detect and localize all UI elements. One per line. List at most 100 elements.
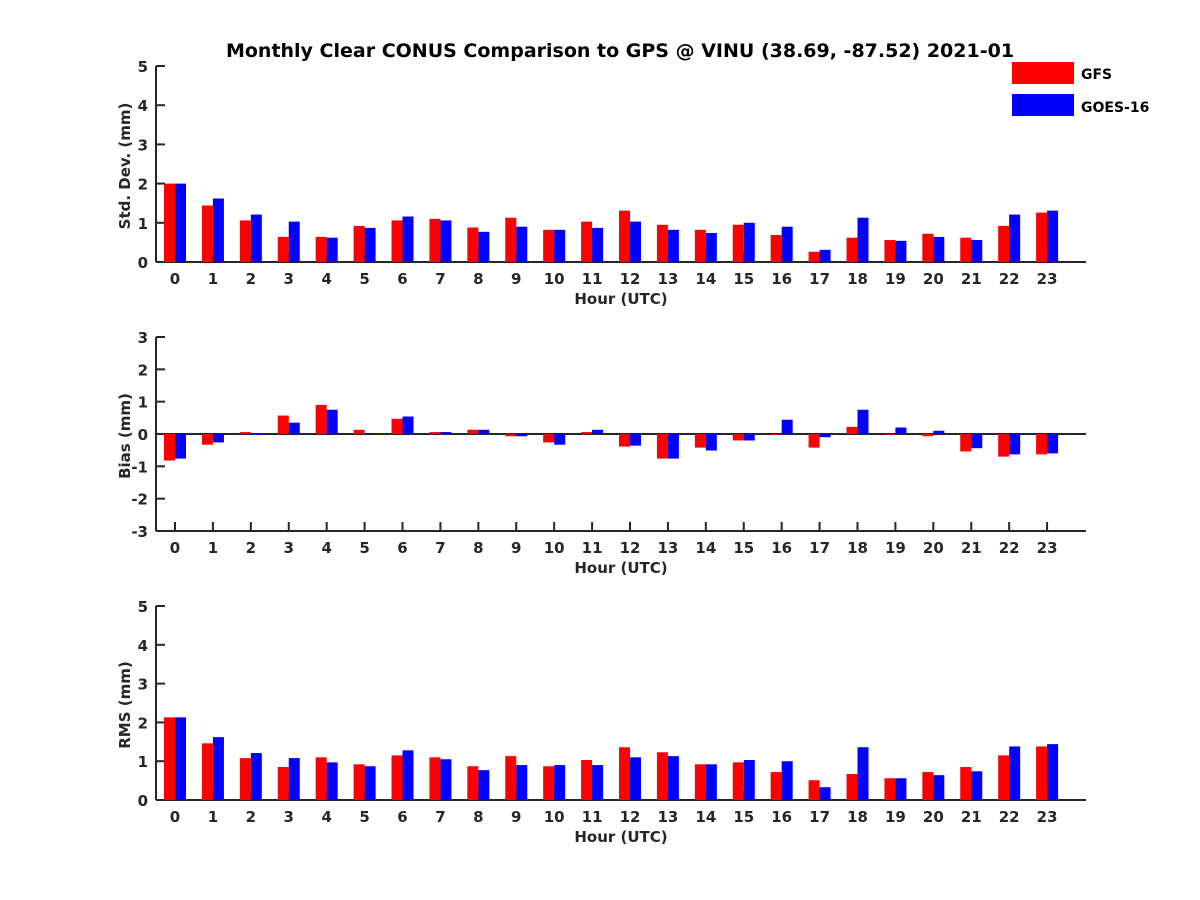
bar-goes16-hour-9 xyxy=(516,765,528,800)
x-tick-label: 6 xyxy=(397,808,407,826)
y-tick-label: 1 xyxy=(138,215,148,233)
bar-gfs-hour-23 xyxy=(1036,746,1048,800)
x-tick-label: 22 xyxy=(999,539,1020,557)
bar-goes16-hour-5 xyxy=(364,766,376,800)
x-tick-label: 8 xyxy=(473,808,483,826)
x-tick-label: 19 xyxy=(885,270,906,288)
y-tick-label: -1 xyxy=(131,458,148,476)
x-tick-label: 7 xyxy=(435,270,445,288)
y-tick-label: 1 xyxy=(138,753,148,771)
bar-gfs-hour-1 xyxy=(201,205,213,262)
bar-gfs-hour-16 xyxy=(770,234,782,262)
bar-goes16-hour-5 xyxy=(364,227,376,262)
x-tick-label: 13 xyxy=(657,270,678,288)
bar-goes16-hour-17 xyxy=(819,787,831,800)
bar-gfs-hour-12 xyxy=(619,210,630,262)
bar-goes16-hour-7 xyxy=(440,759,452,800)
x-tick-label: 23 xyxy=(1037,808,1058,826)
bar-gfs-hour-9 xyxy=(505,434,517,437)
x-tick-label: 5 xyxy=(359,808,369,826)
x-axis-label: Hour (UTC) xyxy=(574,290,667,308)
bar-goes16-hour-0 xyxy=(175,183,186,262)
x-tick-label: 3 xyxy=(284,808,294,826)
bar-gfs-hour-20 xyxy=(922,233,934,262)
x-tick-label: 1 xyxy=(208,270,218,288)
x-tick-label: 23 xyxy=(1037,539,1058,557)
bar-goes16-hour-14 xyxy=(705,434,717,451)
bar-gfs-hour-1 xyxy=(201,743,213,800)
bar-goes16-hour-7 xyxy=(440,220,452,262)
x-tick-label: 21 xyxy=(961,808,982,826)
bar-goes16-hour-12 xyxy=(630,221,641,262)
bar-gfs-hour-19 xyxy=(884,434,896,435)
bar-goes16-hour-4 xyxy=(326,237,338,262)
bar-goes16-hour-3 xyxy=(288,758,300,800)
y-tick-label: 3 xyxy=(138,329,148,347)
y-tick-label: 2 xyxy=(138,176,148,194)
y-tick-label: 1 xyxy=(138,394,148,412)
bar-gfs-hour-6 xyxy=(391,418,403,434)
x-tick-label: 18 xyxy=(847,539,868,557)
bar-goes16-hour-20 xyxy=(933,775,945,800)
y-tick-label: 2 xyxy=(138,361,148,379)
bar-goes16-hour-21 xyxy=(971,434,983,449)
bar-gfs-hour-4 xyxy=(315,236,327,262)
bar-gfs-hour-3 xyxy=(277,415,289,434)
x-tick-label: 18 xyxy=(847,270,868,288)
x-tick-label: 13 xyxy=(657,808,678,826)
bar-gfs-hour-10 xyxy=(543,229,555,262)
x-tick-label: 10 xyxy=(544,539,565,557)
bar-gfs-hour-22 xyxy=(998,755,1010,800)
bar-goes16-hour-22 xyxy=(1009,214,1021,262)
bar-gfs-hour-1 xyxy=(201,434,213,445)
x-tick-label: 14 xyxy=(695,539,716,557)
bar-gfs-hour-0 xyxy=(164,434,175,461)
bar-gfs-hour-6 xyxy=(391,755,403,800)
bar-goes16-hour-12 xyxy=(630,757,641,800)
x-tick-label: 12 xyxy=(620,539,641,557)
x-tick-label: 16 xyxy=(771,808,792,826)
bar-goes16-hour-8 xyxy=(478,429,490,434)
y-tick-label: 5 xyxy=(138,58,148,76)
bar-gfs-hour-12 xyxy=(619,747,630,800)
bar-goes16-hour-10 xyxy=(554,229,566,262)
x-tick-label: 6 xyxy=(397,270,407,288)
bar-goes16-hour-0 xyxy=(175,434,186,459)
x-tick-label: 17 xyxy=(809,539,830,557)
bar-goes16-hour-12 xyxy=(630,434,641,446)
bar-gfs-hour-18 xyxy=(846,426,858,434)
bar-goes16-hour-3 xyxy=(288,221,300,262)
bar-gfs-hour-2 xyxy=(239,432,251,434)
x-tick-label: 5 xyxy=(359,270,369,288)
bar-gfs-hour-15 xyxy=(732,434,744,441)
x-tick-label: 2 xyxy=(246,808,256,826)
bar-goes16-hour-15 xyxy=(743,760,755,800)
y-tick-label: 5 xyxy=(138,598,148,616)
x-tick-label: 5 xyxy=(359,539,369,557)
bar-goes16-hour-11 xyxy=(592,429,604,434)
bar-gfs-hour-9 xyxy=(505,217,517,262)
bar-gfs-hour-3 xyxy=(277,236,289,262)
bar-goes16-hour-3 xyxy=(288,422,300,434)
bar-goes16-hour-19 xyxy=(895,778,907,800)
x-tick-label: 15 xyxy=(733,270,754,288)
bar-goes16-hour-2 xyxy=(250,753,262,800)
x-tick-label: 8 xyxy=(473,270,483,288)
bar-goes16-hour-1 xyxy=(212,434,224,443)
bar-gfs-hour-17 xyxy=(808,780,820,800)
y-axis-label: Bias (mm) xyxy=(116,393,134,479)
bar-gfs-hour-7 xyxy=(429,218,441,262)
y-tick-label: 0 xyxy=(138,254,148,272)
x-tick-label: 13 xyxy=(657,539,678,557)
x-tick-label: 8 xyxy=(473,539,483,557)
legend-label-goes16: GOES-16 xyxy=(1081,100,1149,116)
bar-goes16-hour-6 xyxy=(402,750,414,800)
x-tick-label: 21 xyxy=(961,270,982,288)
bar-goes16-hour-4 xyxy=(326,409,338,434)
x-tick-label: 22 xyxy=(999,270,1020,288)
bar-goes16-hour-13 xyxy=(667,434,679,459)
bar-goes16-hour-1 xyxy=(212,198,224,262)
